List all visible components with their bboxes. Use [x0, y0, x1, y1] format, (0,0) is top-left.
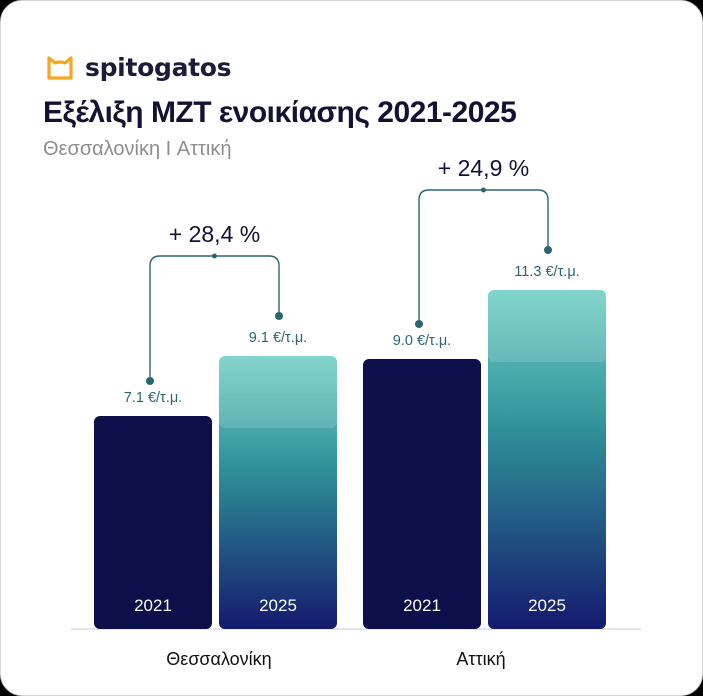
bar-2021-attiki	[363, 359, 481, 629]
category-label: Αττική	[456, 649, 505, 669]
change-label: + 28,4 %	[169, 221, 260, 247]
cat-head-icon	[47, 56, 73, 80]
bracket-dot	[212, 253, 217, 259]
category-label: Θεσσαλονίκη	[166, 649, 271, 669]
bar-year-label: 2021	[403, 596, 441, 615]
brand-logo: spitogatos	[45, 49, 232, 85]
bar-value-label: 9.1 €/τ.μ.	[249, 330, 307, 346]
change-label: + 24,9 %	[438, 155, 529, 181]
bar-year-label: 2025	[259, 596, 297, 615]
bar-value-label: 7.1 €/τ.μ.	[124, 390, 182, 406]
bracket-dot	[544, 246, 552, 254]
bracket-dot	[415, 320, 423, 328]
bar-2021-thessaloniki	[94, 416, 212, 629]
bar-highlight	[219, 356, 337, 428]
bar-year-label: 2025	[528, 596, 566, 615]
chart-title: Εξέλιξη ΜΖΤ ενοικίασης 2021-2025	[43, 96, 517, 129]
chart-subtitle: Θεσσαλονίκη I Αττική	[43, 138, 232, 160]
bar-value-label: 9.0 €/τ.μ.	[393, 333, 451, 349]
brand-name: spitogatos	[85, 52, 232, 82]
bar-year-label: 2021	[134, 596, 172, 615]
bracket-dot	[146, 377, 154, 385]
bar-value-label: 11.3 €/τ.μ.	[514, 264, 579, 280]
bar-highlight	[488, 290, 606, 362]
bar-2025-attiki	[488, 290, 606, 629]
bracket-dot	[275, 312, 283, 320]
bar-2025-thessaloniki	[219, 356, 337, 629]
bracket-dot	[481, 187, 486, 193]
